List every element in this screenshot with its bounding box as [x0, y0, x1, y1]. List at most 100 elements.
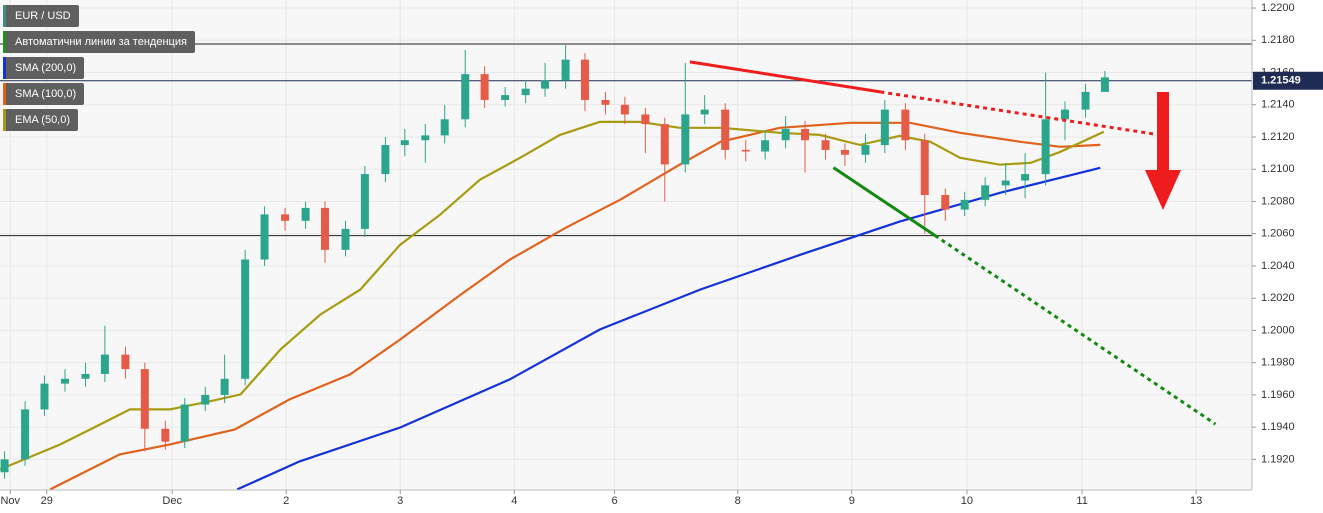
legend-label: EMA (50,0)	[15, 114, 71, 126]
candle-body	[1001, 180, 1010, 186]
candle-body	[880, 109, 889, 146]
candle-body	[861, 145, 870, 155]
indicator-line	[236, 166, 1101, 491]
legend: EUR / USD Автоматични линии за тенденция S…	[3, 5, 195, 131]
legend-item[interactable]: Автоматични линии за тенденция	[3, 31, 195, 53]
candle-body	[741, 149, 750, 152]
candle-body	[821, 140, 830, 150]
y-tick-label: 1.2180	[1261, 34, 1295, 46]
legend-item[interactable]: SMA (200,0)	[3, 57, 85, 79]
candle-body	[700, 109, 709, 115]
candle-body	[580, 59, 589, 100]
candle-body	[480, 74, 489, 100]
y-tick-label: 1.1920	[1261, 453, 1295, 465]
y-tick-label: 1.2080	[1261, 195, 1295, 207]
candle-body	[1021, 174, 1030, 181]
candle-body	[521, 88, 530, 96]
x-tick-label: 6	[612, 495, 618, 507]
candle-body	[40, 383, 49, 410]
candle-body	[1041, 119, 1050, 175]
candle-body	[840, 149, 849, 155]
candle-body	[440, 119, 449, 136]
legend-item[interactable]: EUR / USD	[3, 5, 79, 27]
legend-swatch	[3, 31, 6, 53]
legend-swatch	[3, 109, 6, 131]
y-tick-label: 1.2140	[1261, 99, 1295, 111]
y-tick-label: 1.2100	[1261, 163, 1295, 175]
y-tick-label: 1.2040	[1261, 260, 1295, 272]
x-tick-label: Dec	[162, 495, 182, 507]
last-price-label: 1.21549	[1261, 75, 1301, 87]
y-tick-label: 1.2060	[1261, 228, 1295, 240]
y-tick-label: 1.1980	[1261, 357, 1295, 369]
candle-body	[941, 195, 950, 210]
candle-body	[461, 74, 470, 120]
candle-body	[421, 135, 430, 141]
y-tick-label: 1.2000	[1261, 324, 1295, 336]
legend-label: Автоматични линии за тенденция	[15, 36, 187, 48]
candle-body	[140, 369, 149, 429]
candle-body	[381, 145, 390, 175]
candle-body	[341, 228, 350, 250]
candle-body	[180, 404, 189, 442]
x-tick-label: 11	[1076, 495, 1087, 507]
indicator-line	[49, 121, 1101, 491]
candle-body	[641, 114, 650, 125]
candle-body	[721, 109, 730, 150]
legend-swatch	[3, 5, 6, 27]
candle-body	[960, 199, 969, 210]
x-tick-label: 3	[397, 495, 403, 507]
candle-body	[781, 128, 790, 141]
candle-body	[360, 174, 369, 229]
candle-body	[920, 140, 929, 196]
x-tick-label: 4	[511, 495, 517, 507]
plot-background	[0, 0, 1252, 490]
candle-body	[1060, 109, 1069, 120]
x-tick-label: Nov	[0, 495, 20, 507]
indicator-line	[0, 120, 1105, 471]
candle-body	[761, 140, 770, 152]
candle-body	[601, 99, 610, 105]
candle-body	[0, 459, 9, 473]
y-tick-label: 1.1940	[1261, 421, 1295, 433]
x-tick-label: 13	[1190, 495, 1202, 507]
y-tick-label: 1.2020	[1261, 292, 1295, 304]
legend-item[interactable]: EMA (50,0)	[3, 109, 79, 131]
candle-body	[301, 207, 310, 221]
candle-body	[681, 114, 690, 165]
legend-label: SMA (100,0)	[15, 88, 77, 100]
candle-body	[801, 128, 810, 141]
x-tick-label: 9	[849, 495, 855, 507]
candle-body	[620, 104, 629, 115]
legend-swatch	[3, 83, 6, 105]
trendline	[880, 90, 1159, 137]
candle-body	[60, 378, 69, 384]
candle-body	[241, 259, 250, 379]
trendline	[832, 166, 936, 237]
down-arrow	[1145, 92, 1181, 210]
candle-body	[201, 394, 210, 405]
y-tick-label: 1.2120	[1261, 131, 1295, 143]
legend-item[interactable]: SMA (100,0)	[3, 83, 85, 105]
candle-body	[400, 140, 409, 146]
candle-body	[501, 95, 510, 100]
candle-body	[660, 124, 669, 165]
candle-body	[100, 354, 109, 374]
x-tick-label: 29	[41, 495, 53, 507]
candle-body	[981, 185, 990, 200]
candle-body	[1081, 91, 1090, 110]
trendline	[934, 234, 1217, 426]
x-tick-label: 8	[735, 495, 741, 507]
legend-swatch	[3, 57, 6, 79]
legend-label: SMA (200,0)	[15, 62, 77, 74]
candle-body	[21, 409, 30, 460]
candle-body	[220, 378, 229, 395]
legend-label: EUR / USD	[15, 10, 71, 22]
y-tick-label: 1.2200	[1261, 2, 1295, 14]
candle-body	[161, 428, 170, 442]
candle-body	[561, 59, 570, 81]
candle-body	[320, 207, 329, 250]
candle-body	[260, 214, 269, 260]
